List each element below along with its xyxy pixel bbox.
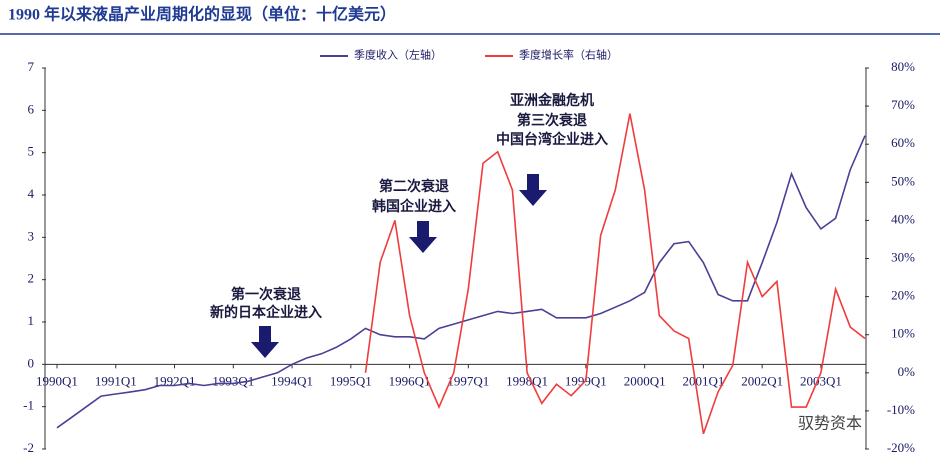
y2-tick-label: -20%: [887, 440, 915, 455]
x-tick-label: 1991Q1: [95, 373, 137, 388]
watermark: 驭势资本: [798, 414, 862, 433]
y-tick-label: 4: [28, 186, 35, 201]
y2-tick-label: -10%: [887, 402, 915, 417]
annotation: 亚洲金融危机: [510, 92, 594, 109]
y2-tick-label: 50%: [891, 173, 915, 188]
x-tick-label: 2002Q1: [741, 373, 783, 388]
x-tick-label: 2000Q1: [624, 373, 666, 388]
annotation: 第一次衰退: [231, 286, 301, 303]
y-tick-label: 5: [28, 144, 35, 159]
annotation: 新的日本企业进入: [210, 304, 322, 321]
y-tick-label: 1: [28, 313, 35, 328]
x-tick-label: 1998Q1: [506, 373, 548, 388]
y-tick-label: 3: [28, 228, 35, 243]
x-tick-label: 2003Q1: [800, 373, 842, 388]
x-tick-label: 1996Q1: [389, 373, 431, 388]
y-tick-label: -2: [23, 440, 34, 455]
legend-label: 季度增长率（右轴）: [519, 48, 618, 62]
arrow: [409, 221, 437, 253]
y2-tick-label: 10%: [891, 326, 915, 341]
y2-tick-label: 0%: [898, 364, 916, 379]
y2-tick-label: 40%: [891, 211, 915, 226]
y-tick-label: 7: [28, 59, 35, 74]
y2-tick-label: 60%: [891, 135, 915, 150]
x-tick-label: 1997Q1: [447, 373, 489, 388]
y-tick-label: 2: [28, 271, 35, 286]
series-line: [364, 113, 866, 435]
chart-title: 1990 年以来液晶产业周期化的显现（单位：十亿美元）: [8, 5, 396, 24]
x-tick-label: 1990Q1: [36, 373, 78, 388]
y-tick-label: 6: [28, 101, 35, 116]
arrow: [519, 174, 547, 206]
x-tick-label: 2001Q1: [682, 373, 724, 388]
annotation: 第三次衰退: [517, 112, 587, 129]
x-tick-label: 1994Q1: [271, 373, 313, 388]
y-tick-label: -1: [23, 398, 34, 413]
y2-tick-label: 70%: [891, 97, 915, 112]
series-line: [56, 135, 866, 429]
annotation: 第二次衰退: [379, 178, 449, 195]
x-tick-label: 1993Q1: [212, 373, 254, 388]
legend-label: 季度收入（左轴）: [354, 48, 442, 62]
y-tick-label: 0: [28, 355, 35, 370]
y2-tick-label: 30%: [891, 249, 915, 264]
y2-tick-label: 80%: [891, 59, 915, 74]
annotation: 中国台湾企业进入: [496, 131, 608, 148]
annotation: 韩国企业进入: [372, 198, 456, 215]
y2-tick-label: 20%: [891, 288, 915, 303]
arrow: [251, 326, 279, 358]
x-tick-label: 1995Q1: [330, 373, 372, 388]
